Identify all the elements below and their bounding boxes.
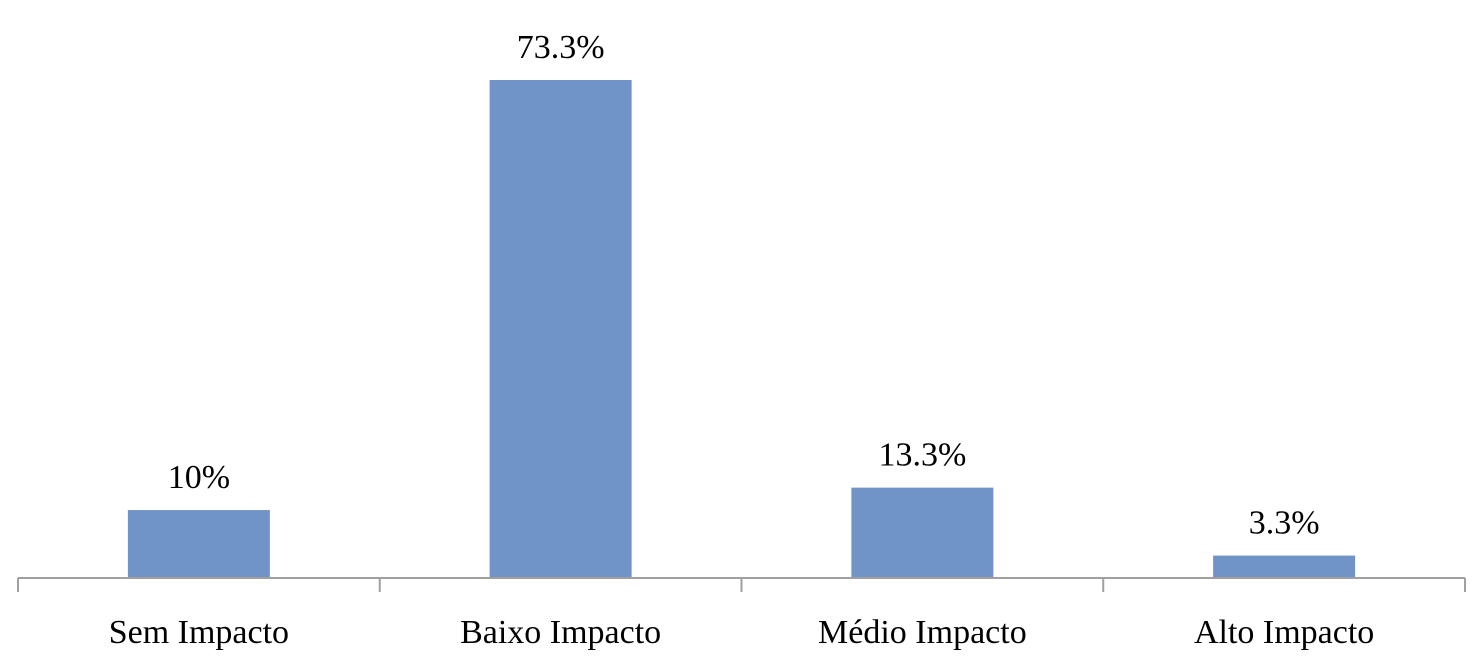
value-label: 10% (168, 459, 230, 496)
bar (1213, 555, 1356, 578)
value-label: 73.3% (517, 29, 605, 66)
bar (127, 510, 270, 578)
bar (489, 80, 632, 578)
x-tick-label: Alto Impacto (1194, 614, 1374, 651)
x-tick-label: Sem Impacto (109, 614, 289, 651)
x-tick-label: Baixo Impacto (460, 614, 661, 651)
bar (851, 487, 994, 578)
x-tick-label: Médio Impacto (818, 614, 1027, 651)
value-label: 13.3% (878, 437, 966, 474)
value-label: 3.3% (1249, 505, 1320, 542)
